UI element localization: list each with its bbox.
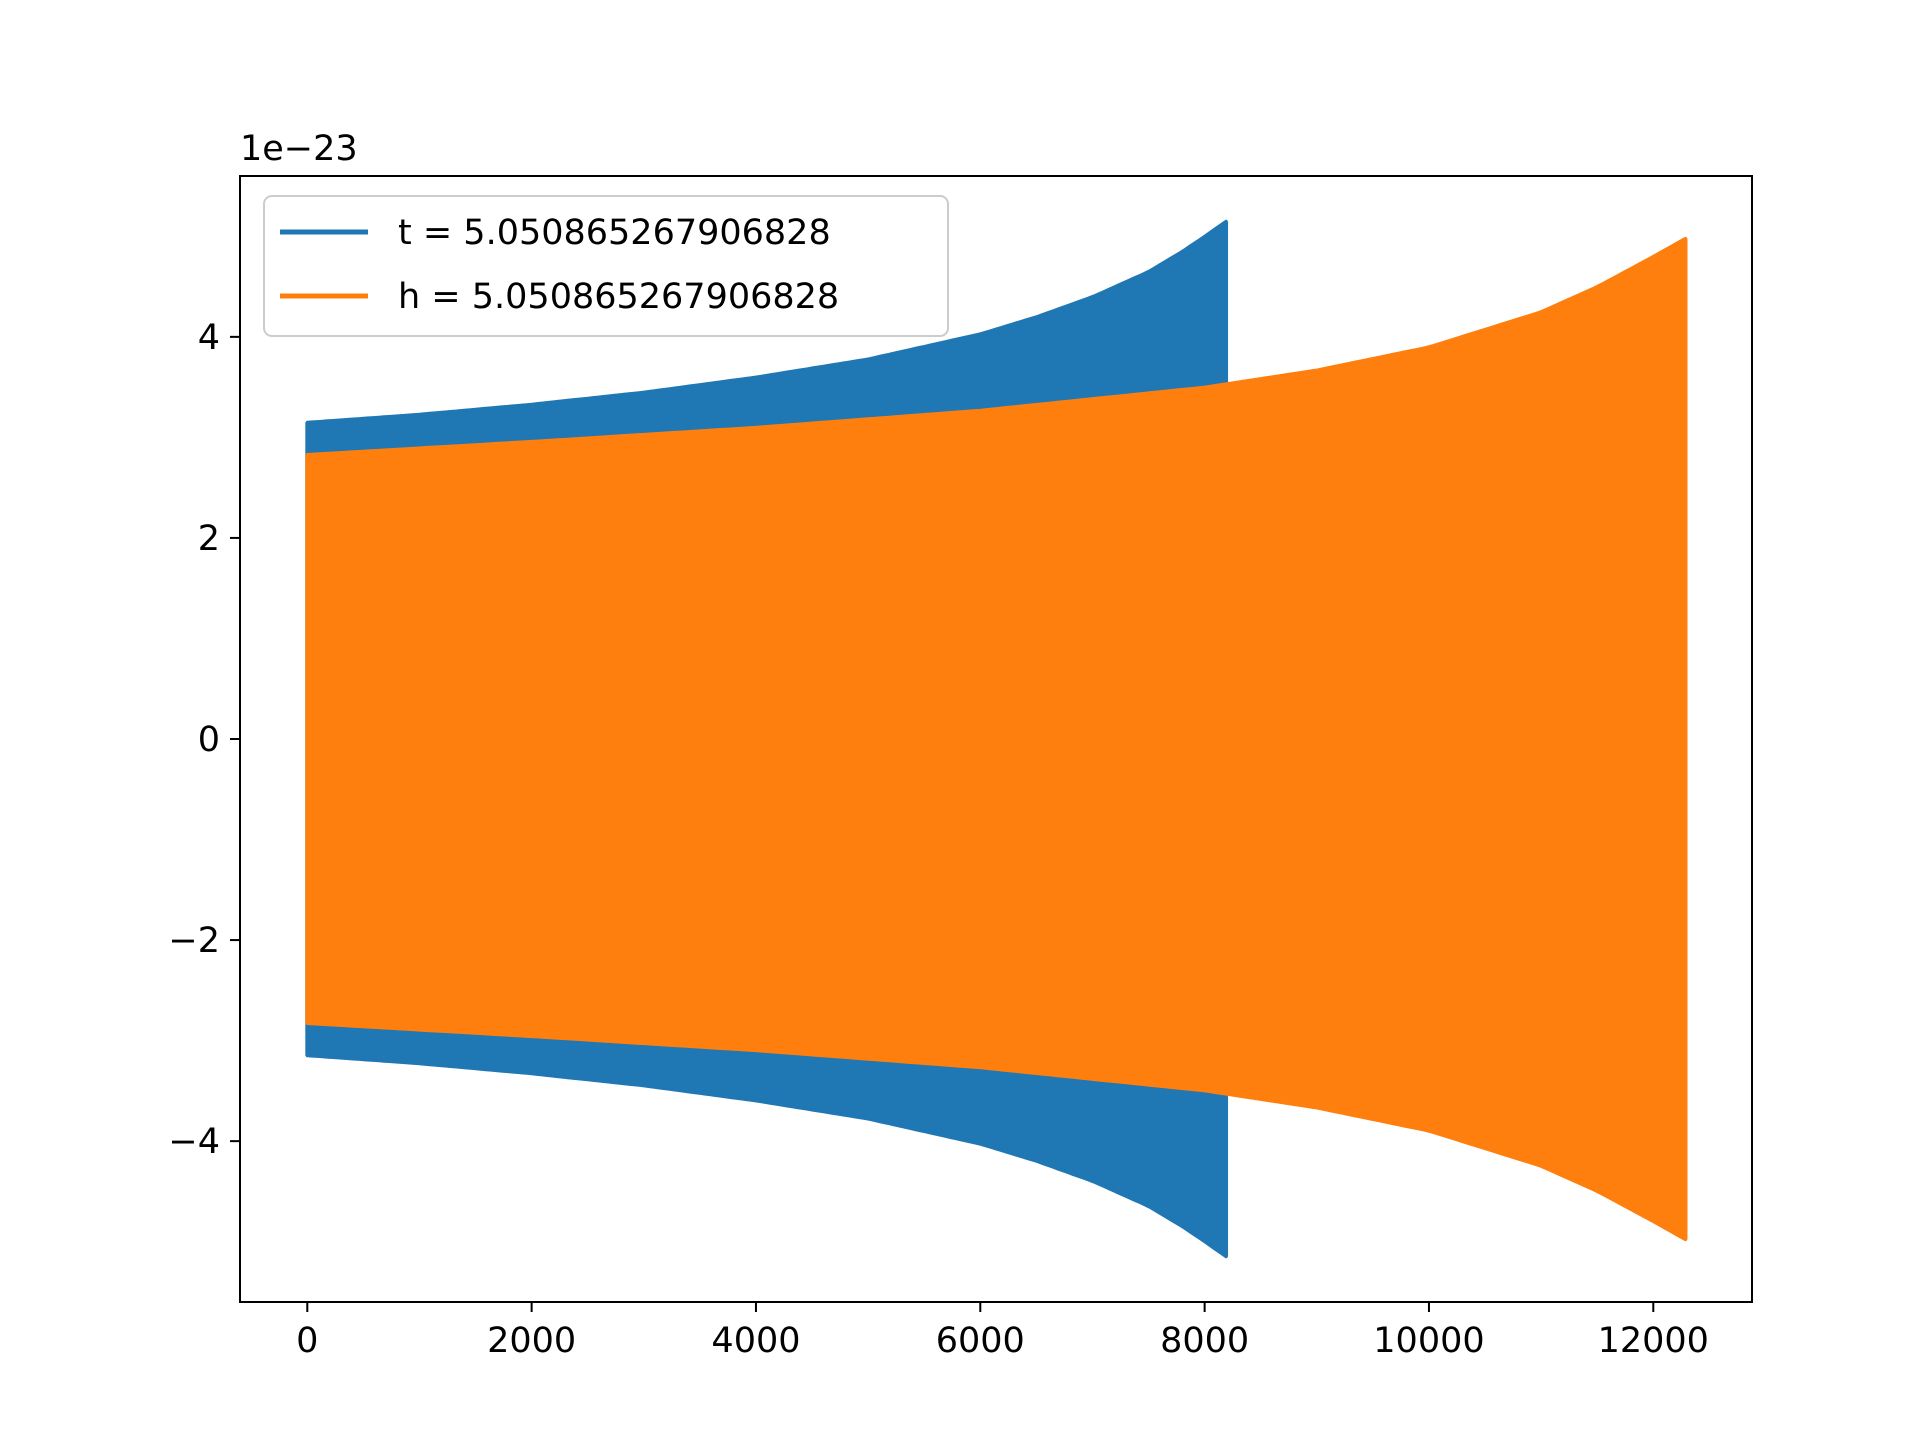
x-tick-label: 2000: [487, 1321, 576, 1361]
y-axis: −4 −2 0 2 4: [168, 318, 240, 1162]
y-axis-offset-text: 1e−23: [240, 129, 358, 169]
x-tick-label: 0: [296, 1321, 318, 1361]
y-tick-label: −2: [168, 921, 220, 961]
x-tick-label: 10000: [1373, 1321, 1484, 1361]
series-1: [305, 236, 1687, 1242]
y-tick-label: 0: [198, 720, 220, 760]
y-tick-label: 4: [198, 318, 220, 358]
legend: t = 5.050865267906828 h = 5.050865267906…: [263, 195, 949, 337]
series-layer: [305, 219, 1688, 1259]
y-tick-label: −4: [168, 1122, 220, 1162]
x-tick-label: 8000: [1160, 1321, 1249, 1361]
x-tick-label: 4000: [711, 1321, 800, 1361]
legend-box: [263, 195, 949, 337]
legend-label-t: t = 5.050865267906828: [398, 213, 831, 253]
y-tick-label: 2: [198, 519, 220, 559]
x-tick-label: 6000: [936, 1321, 1025, 1361]
legend-label-h: h = 5.050865267906828: [398, 277, 839, 317]
x-tick-label: 12000: [1598, 1321, 1709, 1361]
x-axis: 0 2000 4000 6000 8000 10000 12000: [296, 1302, 1709, 1361]
